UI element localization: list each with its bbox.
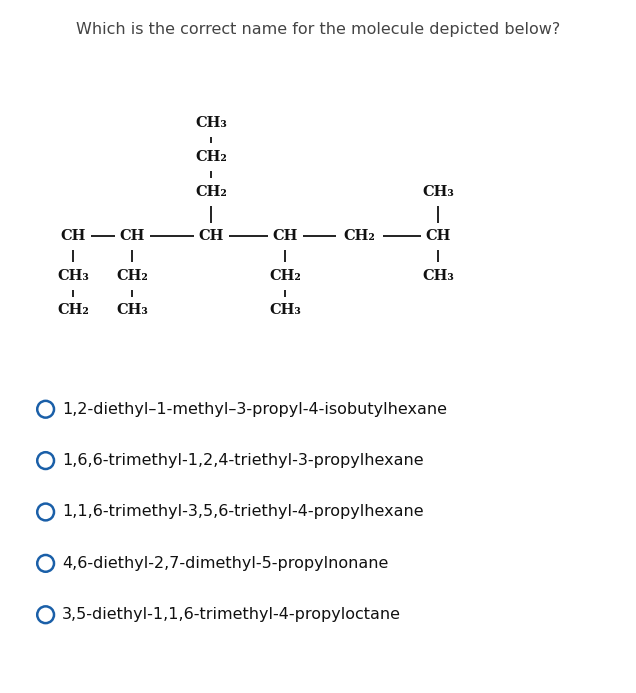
Text: CH₂: CH₂ (270, 269, 301, 283)
Text: CH₂: CH₂ (343, 229, 375, 243)
Text: Which is the correct name for the molecule depicted below?: Which is the correct name for the molecu… (76, 22, 560, 37)
Text: CH₂: CH₂ (116, 269, 148, 283)
Text: 1,6,6-trimethyl-1,2,4-triethyl-3-propylhexane: 1,6,6-trimethyl-1,2,4-triethyl-3-propylh… (62, 453, 424, 468)
Text: CH: CH (425, 229, 451, 243)
Text: CH: CH (273, 229, 298, 243)
Text: 1,1,6-trimethyl-3,5,6-triethyl-4-propylhexane: 1,1,6-trimethyl-3,5,6-triethyl-4-propylh… (62, 505, 424, 520)
Text: CH: CH (120, 229, 145, 243)
Text: CH: CH (60, 229, 86, 243)
Text: CH₃: CH₃ (195, 116, 227, 130)
Text: CH: CH (198, 229, 224, 243)
Text: 4,6-diethyl-2,7-dimethyl-5-propylnonane: 4,6-diethyl-2,7-dimethyl-5-propylnonane (62, 556, 388, 571)
Text: CH₃: CH₃ (422, 269, 454, 283)
Text: 1,2-diethyl–1-methyl–3-propyl-4-isobutylhexane: 1,2-diethyl–1-methyl–3-propyl-4-isobutyl… (62, 402, 447, 416)
Text: CH₃: CH₃ (116, 304, 148, 317)
Text: CH₃: CH₃ (270, 304, 301, 317)
Text: CH₂: CH₂ (195, 150, 227, 164)
Text: CH₃: CH₃ (422, 185, 454, 199)
Text: CH₃: CH₃ (57, 269, 89, 283)
Text: CH₂: CH₂ (57, 304, 89, 317)
Text: 3,5-diethyl-1,1,6-trimethyl-4-propyloctane: 3,5-diethyl-1,1,6-trimethyl-4-propylocta… (62, 607, 401, 622)
Text: CH₂: CH₂ (195, 185, 227, 199)
